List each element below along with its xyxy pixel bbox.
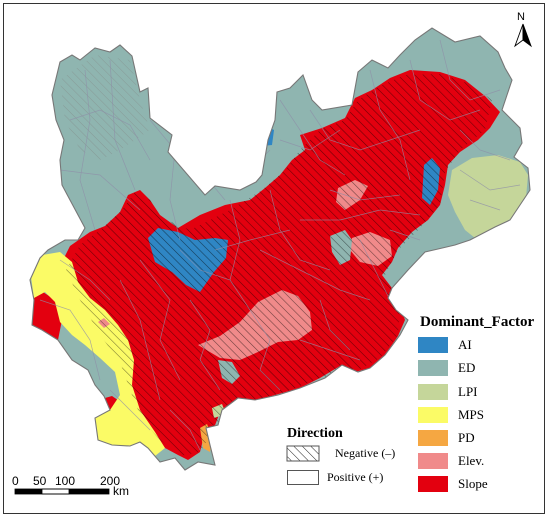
legend-title: Dominant_Factor: [420, 314, 535, 330]
scale-unit: km: [113, 484, 129, 498]
negative-direction-hatching: [66, 74, 492, 456]
legend-item-elev: Elev.: [418, 452, 538, 470]
negative-direction-hatching: [60, 55, 150, 160]
legend-swatch: [418, 407, 448, 423]
legend-label: AI: [458, 337, 472, 352]
legend-label: ED: [458, 360, 476, 375]
scale-tick-label: 100: [55, 474, 76, 488]
legend-label: PD: [458, 430, 475, 445]
legend-item-slope: Slope: [418, 475, 538, 493]
legend-swatch: [418, 476, 448, 492]
legend-item-pd: PD: [418, 429, 538, 447]
scale-bar: [14, 488, 110, 495]
legend-swatch: [418, 384, 448, 400]
legend-label: Slope: [458, 476, 488, 491]
scale-tick-label: 0: [12, 474, 19, 488]
direction-title: Direction: [287, 426, 343, 441]
legend-item-ed: ED: [418, 359, 538, 377]
legend-label: Elev.: [458, 453, 485, 468]
legend-swatch: [418, 360, 448, 376]
scale-tick-label: 200: [100, 474, 121, 488]
north-label: N: [517, 11, 525, 23]
legend-swatch: [418, 337, 448, 353]
north-arrow-icon: [514, 23, 532, 48]
region-mps: [30, 252, 165, 460]
direction-negative: Negative (–): [287, 446, 407, 462]
negative-hatch-swatch: [286, 445, 320, 462]
legend-label: LPI: [458, 384, 478, 399]
legend-swatch: [418, 430, 448, 446]
legend-swatch: [418, 453, 448, 469]
legend-item-ai: AI: [418, 336, 538, 354]
legend-item-lpi: LPI: [418, 383, 538, 401]
direction-positive: Positive (+): [287, 470, 407, 486]
scale-tick-label: 50: [33, 474, 47, 488]
legend-item-mps: MPS: [418, 406, 538, 424]
legend-label: MPS: [458, 407, 485, 422]
direction-positive-label: Positive (+): [327, 470, 384, 484]
direction-negative-label: Negative (–): [335, 446, 396, 460]
positive-swatch: [287, 470, 319, 485]
